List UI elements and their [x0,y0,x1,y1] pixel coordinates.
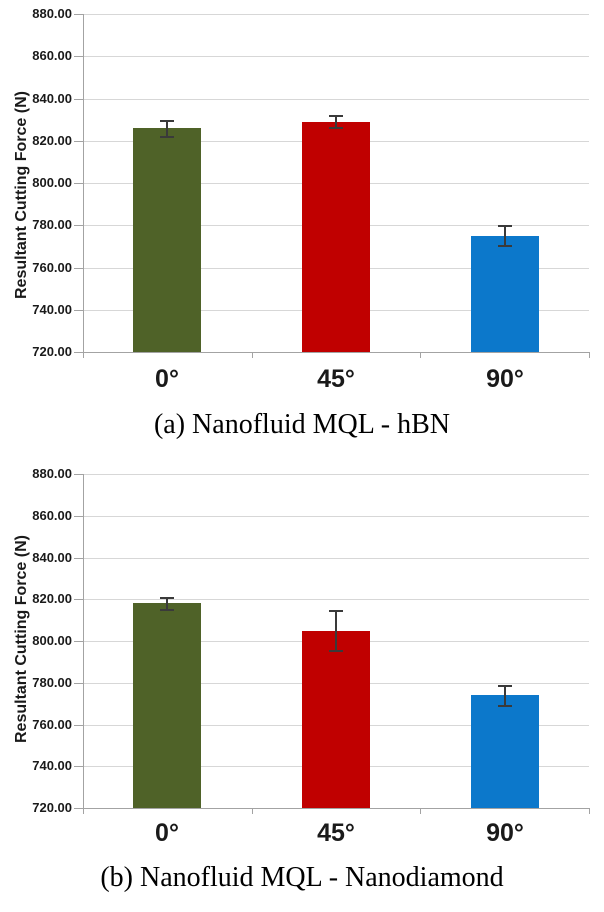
bar [302,122,370,352]
x-category-label: 0° [155,365,179,393]
gridline [83,56,589,57]
y-axis-tick [74,141,83,142]
y-axis-tick [74,352,83,353]
y-axis-tick [74,225,83,226]
y-tick-label: 800.00 [32,175,72,190]
x-axis-tick [420,352,421,358]
error-bar-cap-top [160,120,174,122]
y-tick-label: 840.00 [32,550,72,565]
y-tick-label: 860.00 [32,508,72,523]
y-axis-tick [74,268,83,269]
error-bar-cap-bottom [498,245,512,247]
y-axis-tick [74,683,83,684]
y-axis-tick [74,599,83,600]
gridline [83,352,589,353]
y-tick-label: 880.00 [32,466,72,481]
error-bar [166,597,168,610]
error-bar [166,120,168,137]
x-category-label: 45° [317,365,355,393]
gridline [83,474,589,475]
gridline [83,516,589,517]
y-tick-label: 760.00 [32,260,72,275]
error-bar-cap-bottom [329,650,343,652]
x-axis-tick [420,808,421,814]
y-tick-label: 720.00 [32,800,72,815]
y-tick-label: 860.00 [32,48,72,63]
error-bar-cap-top [329,610,343,612]
error-bar-cap-bottom [329,127,343,129]
y-axis-tick [74,766,83,767]
gridline [83,99,589,100]
chart-b-nanofluid-nanodiamond: Resultant Cutting Force (N) (b) Nanoflui… [0,458,604,912]
y-tick-label: 880.00 [32,6,72,21]
y-tick-label: 720.00 [32,344,72,359]
x-axis-tick [252,352,253,358]
y-tick-label: 740.00 [32,302,72,317]
y-axis-tick [74,310,83,311]
chart-b-caption: (b) Nanofluid MQL - Nanodiamond [100,862,504,893]
error-bar-cap-bottom [498,705,512,707]
bar [471,236,539,352]
x-axis-tick [589,352,590,358]
error-bar-cap-top [160,597,174,599]
gridline [83,14,589,15]
y-axis-line [83,14,84,358]
y-axis-line [83,474,84,814]
y-tick-label: 820.00 [32,133,72,148]
y-tick-label: 760.00 [32,717,72,732]
error-bar-cap-top [498,685,512,687]
error-bar-cap-top [498,225,512,227]
y-axis-tick [74,558,83,559]
gridline [83,599,589,600]
x-category-label: 90° [486,365,524,393]
bar [302,631,370,808]
gridline [83,808,589,809]
error-bar [335,610,337,652]
y-tick-label: 820.00 [32,591,72,606]
error-bar-cap-bottom [160,609,174,611]
bar [133,603,201,808]
error-bar [504,685,506,706]
y-tick-label: 780.00 [32,217,72,232]
y-axis-tick [74,56,83,57]
error-bar-cap-bottom [160,136,174,138]
x-axis-tick [252,808,253,814]
y-axis-tick [74,516,83,517]
error-bar [335,115,337,128]
bar [133,128,201,352]
y-axis-tick [74,183,83,184]
gridline [83,558,589,559]
y-axis-tick [74,808,83,809]
x-category-label: 45° [317,819,355,847]
y-axis-tick [74,14,83,15]
x-category-label: 0° [155,819,179,847]
x-axis-tick [589,808,590,814]
y-tick-label: 780.00 [32,675,72,690]
x-category-label: 90° [486,819,524,847]
y-tick-label: 800.00 [32,633,72,648]
chart-a-caption: (a) Nanofluid MQL - hBN [153,409,450,440]
y-axis-tick [74,99,83,100]
y-tick-label: 740.00 [32,758,72,773]
bar [471,695,539,808]
error-bar-cap-top [329,115,343,117]
y-tick-label: 840.00 [32,91,72,106]
error-bar [504,225,506,246]
y-axis-tick [74,725,83,726]
chart-a-nanofluid-hbn: Resultant Cutting Force (N) (a) Nanoflui… [13,6,590,440]
y-axis-tick [74,641,83,642]
y-axis-tick [74,474,83,475]
